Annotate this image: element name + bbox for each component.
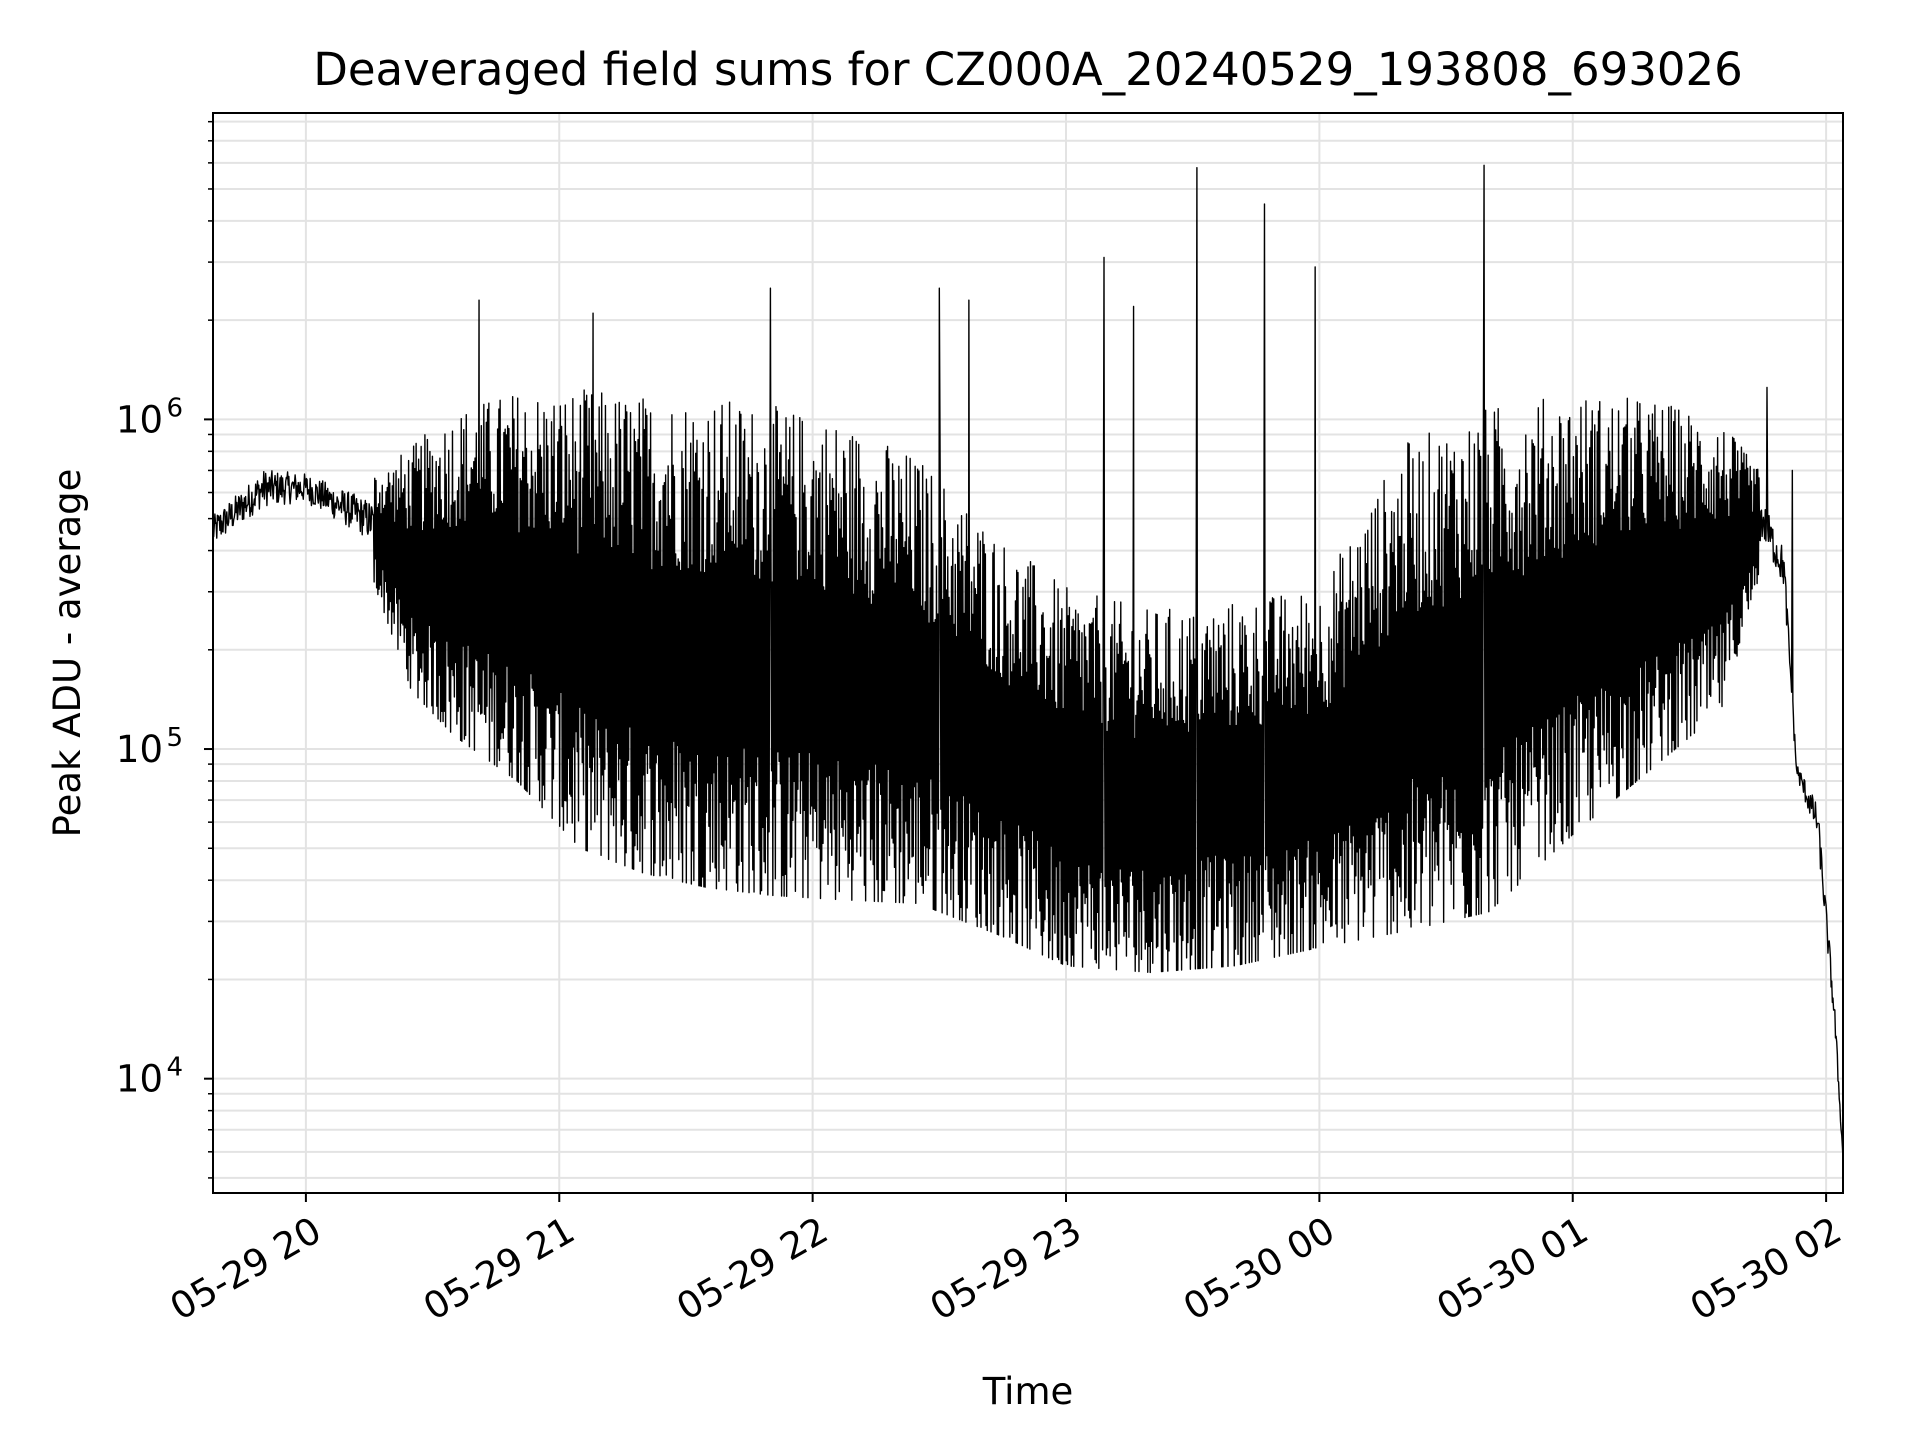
y-tick-exponent: 4 [166,1053,183,1083]
x-tick-label: 05-30 02 [1683,1209,1849,1329]
y-tick-exponent: 6 [166,393,183,423]
x-tick-label: 05-29 20 [163,1209,329,1329]
series-line [212,164,1844,1159]
series-layer [212,164,1844,1159]
y-tick-label: 10 [116,728,163,771]
x-tick-label: 05-30 00 [1176,1209,1342,1329]
y-tick-label: 10 [116,398,163,441]
x-axis: 05-29 20 05-29 21 05-29 22 05-29 23 05-30 00… [163,1193,1849,1329]
plot-frame [212,112,1844,1194]
y-axis-title: Peak ADU - average [46,469,89,838]
x-tick-label: 05-29 21 [416,1209,582,1329]
x-tick-label: 05-29 22 [670,1209,836,1329]
chart-title: Deaveraged field sums for CZ000A_2024052… [313,43,1743,96]
x-tick-label: 05-30 01 [1430,1209,1596,1329]
y-tick-label: 10 [116,1058,163,1101]
x-tick-label: 05-29 23 [923,1209,1089,1329]
y-tick-exponent: 5 [166,723,183,753]
x-axis-title: Time [982,1370,1074,1413]
